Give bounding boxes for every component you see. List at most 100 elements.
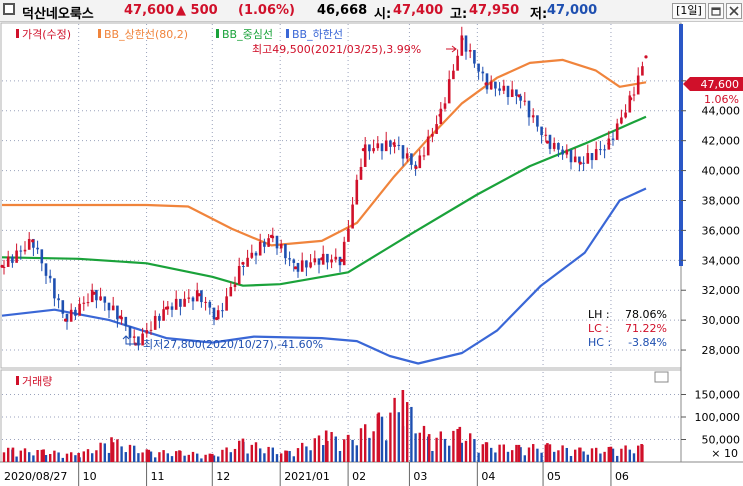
volume-bar: [70, 452, 73, 462]
volume-bar: [452, 430, 455, 462]
volume-bar: [103, 443, 106, 462]
candle-body: [540, 126, 543, 136]
volume-bar: [280, 453, 283, 462]
volume-bar: [40, 449, 43, 462]
volume-bar: [57, 452, 60, 462]
volume-bar: [582, 451, 585, 462]
volume-bar: [221, 449, 224, 462]
volume-bar: [158, 452, 161, 462]
volume-bar: [246, 453, 249, 462]
volume-multiplier: × 10: [711, 447, 738, 460]
candle-body: [246, 257, 249, 267]
current-price-tag: 47,600 1.06%: [683, 77, 743, 106]
period-button[interactable]: [1일]: [672, 3, 706, 19]
volume-bar: [506, 451, 510, 462]
candle-body: [23, 249, 27, 252]
low-annotation-arrow: [122, 335, 141, 345]
candle-body: [6, 256, 10, 267]
volume-bar: [128, 444, 132, 462]
legend-upper-swatch: [98, 29, 101, 38]
price-point: [31, 239, 35, 243]
candle-body: [111, 305, 115, 311]
window-menu-icon[interactable]: [3, 3, 15, 15]
volume-bar: [611, 448, 615, 462]
candle-body: [351, 204, 354, 229]
volume-bar: [343, 439, 346, 462]
candle-body: [237, 265, 241, 285]
candle-body: [258, 241, 262, 256]
candle-body: [401, 145, 405, 159]
candle-body: [145, 330, 149, 334]
candle-body: [254, 252, 258, 256]
low-annotation: 최저27,800(2020/10/27),-41.60%: [143, 338, 323, 351]
candle-body: [464, 35, 468, 52]
volume-bar: [397, 412, 400, 462]
volume-bar: [254, 442, 258, 462]
range-stats: LH : 78.06% LC : 71.22% HC : -3.84%: [588, 308, 667, 349]
candle-body: [573, 156, 577, 163]
volume-bar: [154, 457, 157, 462]
candle-body: [620, 117, 623, 124]
volume-bar: [187, 454, 190, 462]
volume-bar: [616, 455, 619, 462]
volume-peak-bar: [285, 450, 289, 462]
volume-bar: [590, 448, 594, 462]
volume-bar: [338, 450, 342, 462]
candle-body: [334, 256, 338, 260]
volume-legend: 거래량: [22, 375, 52, 388]
price-tick-label: 30,000: [702, 314, 741, 327]
candle-body: [632, 94, 636, 96]
volume-bar: [309, 450, 312, 462]
volume-bar: [7, 447, 10, 462]
volume-peak-bar: [609, 446, 613, 462]
volume-bar: [49, 453, 52, 462]
price-point: [241, 261, 245, 265]
price-tick-label: 32,000: [702, 284, 741, 297]
price-point: [414, 165, 418, 170]
volume-bar: [124, 452, 127, 462]
volume-bar: [536, 448, 539, 462]
volume-bar: [595, 447, 598, 462]
volume-value: 46,668: [317, 3, 368, 18]
candle-body: [103, 296, 107, 303]
volume-bar: [259, 448, 262, 462]
candle-body: [40, 249, 44, 264]
date-tick-label: 03: [413, 470, 427, 483]
volume-bar: [82, 451, 85, 462]
volume-peak-bar: [42, 449, 45, 462]
volume-bar: [120, 446, 123, 462]
volume-bar: [359, 428, 363, 462]
candle-body: [603, 149, 606, 151]
candle-body: [11, 256, 14, 263]
stock-name: 덕산네오룩스: [22, 7, 94, 22]
legend-lower-band: BB_하한선: [292, 27, 343, 41]
price-point: [644, 55, 648, 59]
close-button[interactable]: [726, 3, 742, 19]
restore-button[interactable]: [708, 3, 724, 19]
price-point: [484, 82, 488, 86]
candle-body: [594, 149, 598, 161]
candle-body: [544, 134, 548, 136]
volume-bar: [553, 451, 556, 462]
price-point: [607, 142, 611, 146]
volume-panel-button[interactable]: [654, 371, 669, 383]
candle-body: [32, 238, 35, 248]
high-label: 고:: [450, 7, 468, 22]
volume-peak-bar: [324, 430, 328, 462]
candle-body: [506, 85, 510, 98]
candle-body: [578, 156, 581, 163]
current-price: 47,600: [124, 3, 175, 18]
price-tick-label: 44,000: [702, 105, 741, 118]
candle-body: [624, 112, 627, 118]
candle-body: [137, 336, 140, 346]
open-label: 시:: [374, 7, 392, 22]
candle-body: [489, 81, 493, 90]
volume-bar: [456, 428, 459, 462]
volume-bar: [175, 451, 178, 462]
volume-bar: [267, 446, 270, 462]
volume-peak-bar: [484, 442, 488, 462]
candle-body: [107, 302, 111, 311]
candle-body: [359, 166, 363, 180]
price-tag-value: 47,600: [701, 78, 740, 91]
date-tick-label: 2021/01: [284, 470, 330, 483]
